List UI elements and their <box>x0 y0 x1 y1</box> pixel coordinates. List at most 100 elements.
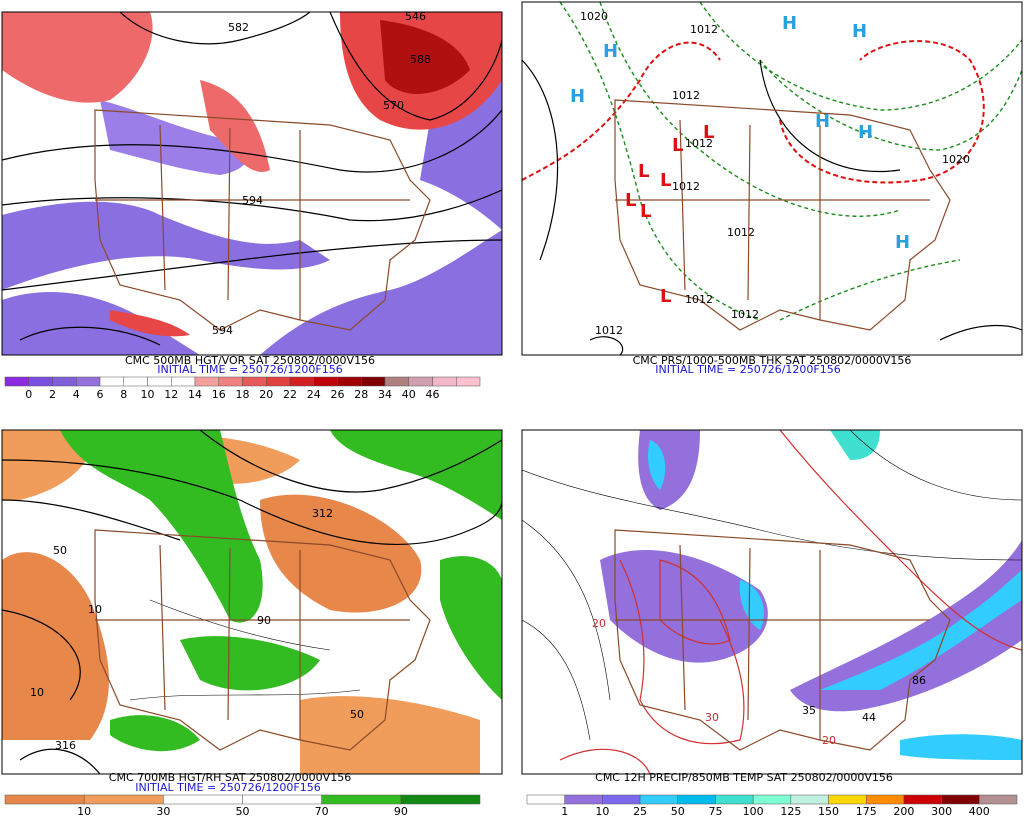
panel-pressure: 1020 1012 1012 1012 1012 1012 1012 1020 … <box>521 1 1023 376</box>
contour-label: 90 <box>257 614 271 627</box>
high-marker: H <box>782 13 797 34</box>
panel-subtitle: INITIAL TIME = 250726/1200F156 <box>655 363 840 376</box>
colorbar-swatch <box>28 376 53 387</box>
contour-label: 588 <box>410 53 431 66</box>
colorbar-swatch <box>242 376 267 387</box>
colorbar-label: 26 <box>331 388 345 401</box>
colorbar-label: 30 <box>156 805 170 818</box>
colorbar-label: 16 <box>212 388 226 401</box>
low-marker: L <box>672 135 683 156</box>
contour-label: 1012 <box>685 137 713 150</box>
colorbar-swatch <box>384 376 409 387</box>
map <box>2 12 502 355</box>
colorbar-label: 46 <box>426 388 440 401</box>
colorbar-swatch <box>979 794 1018 805</box>
highs: H H H H H H H <box>570 13 910 253</box>
colorbar-swatch <box>52 376 77 387</box>
panel-title: CMC 12H PRECIP/850MB TEMP SAT 250802/000… <box>595 771 893 784</box>
colorbar-swatch <box>564 794 603 805</box>
colorbar-swatch <box>321 794 402 805</box>
colorbar-label: 50 <box>671 805 685 818</box>
contour-label: 50 <box>350 708 364 721</box>
contour-label: 10 <box>88 603 102 616</box>
colorbar-swatch <box>400 794 481 805</box>
colorbar-label: 125 <box>780 805 801 818</box>
colorbar-label: 4 <box>73 388 80 401</box>
panel-precip: 35 44 86 20 20 30 CMC 12H PRECIP/850MB T… <box>521 429 1023 784</box>
colorbar-label: 8 <box>120 388 127 401</box>
map <box>2 430 502 774</box>
colorbar-swatch <box>432 376 457 387</box>
high-marker: H <box>895 232 910 253</box>
colorbar-swatch <box>903 794 942 805</box>
colorbar-label: 24 <box>307 388 321 401</box>
contour-label: 570 <box>383 99 404 112</box>
contour-label: 50 <box>53 544 67 557</box>
contour-label: 1012 <box>727 226 755 239</box>
colorbar-swatch <box>677 794 716 805</box>
panel-subtitle: INITIAL TIME = 250726/1200F156 <box>135 781 320 794</box>
contour-label: 594 <box>242 194 263 207</box>
colorbar-label: 18 <box>236 388 250 401</box>
colorbar-label: 25 <box>633 805 647 818</box>
colorbar-label: 40 <box>402 388 416 401</box>
colorbar-label: 2 <box>49 388 56 401</box>
contour-label: 86 <box>912 674 926 687</box>
colorbar-label: 14 <box>188 388 202 401</box>
contour-label: 1020 <box>580 10 608 23</box>
contour-label: 1012 <box>672 89 700 102</box>
map <box>522 430 1022 774</box>
panel-title: CMC 500MB HGT/VOR SAT 250802/0000V156 <box>125 354 375 367</box>
low-marker: L <box>625 190 636 211</box>
low-marker: L <box>660 170 671 191</box>
colorbar-swatch <box>147 376 172 387</box>
colorbar-label: 300 <box>931 805 952 818</box>
colorbar-swatch <box>865 794 905 805</box>
contour-label: 35 <box>802 704 816 717</box>
colorbar-swatch <box>790 794 829 805</box>
colorbar-label: 22 <box>283 388 297 401</box>
colorbar-swatch <box>171 376 196 387</box>
high-marker: H <box>852 21 867 42</box>
colorbar-swatch <box>266 376 291 387</box>
colorbar-label: 75 <box>708 805 722 818</box>
colorbar-swatch <box>123 376 148 387</box>
contour-label: 546 <box>405 10 426 23</box>
colorbar-label: 10 <box>77 805 91 818</box>
panel-500mb: 546 582 588 570 594 594 CMC 500MB HGT/VO… <box>1 10 503 376</box>
colorbar-label: 175 <box>856 805 877 818</box>
colorbar-label: 400 <box>969 805 990 818</box>
contour-label: 594 <box>212 324 233 337</box>
panel-title: CMC 700MB HGT/RH SAT 250802/0000V156 <box>109 771 351 784</box>
colorbar-swatch <box>408 376 433 387</box>
high-marker: H <box>858 122 873 143</box>
low-marker: L <box>703 122 714 143</box>
contour-label: 1012 <box>690 23 718 36</box>
frame <box>521 1 1023 356</box>
contour-label: 582 <box>228 21 249 34</box>
low-marker: L <box>638 161 649 182</box>
contour-label: 20 <box>592 617 606 630</box>
low-marker: L <box>660 286 671 307</box>
colorbar-swatch <box>337 376 362 387</box>
colorbar-label: 10 <box>595 805 609 818</box>
colorbar-label: 10 <box>141 388 155 401</box>
colorbar-swatch <box>99 376 124 387</box>
colorbar-label: 70 <box>315 805 329 818</box>
low-marker: L <box>640 201 651 222</box>
panel-subtitle: INITIAL TIME = 250726/1200F156 <box>157 363 342 376</box>
high-marker: H <box>603 41 618 62</box>
lows: L L L L L L L <box>625 122 714 307</box>
colorbar-swatch <box>456 376 481 387</box>
panel-700mb: 50 10 10 312 316 90 50 CMC 700MB HGT/RH … <box>1 429 503 794</box>
colorbar-swatch <box>242 794 322 805</box>
colorbar-label: 200 <box>893 805 914 818</box>
contour-label: 20 <box>822 734 836 747</box>
colorbar-swatch <box>4 376 29 387</box>
colorbar-label: 1 <box>561 805 568 818</box>
colorbar-label: 90 <box>394 805 408 818</box>
colorbar-swatch <box>526 794 565 805</box>
colorbar-label: 20 <box>259 388 273 401</box>
map <box>522 2 1022 355</box>
